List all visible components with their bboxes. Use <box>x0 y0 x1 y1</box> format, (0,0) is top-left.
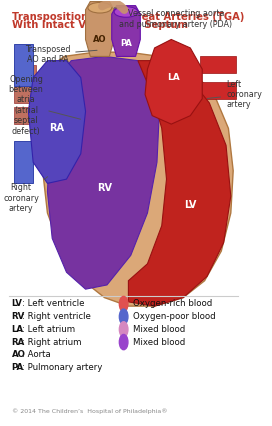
Text: RA: RA <box>12 337 25 347</box>
Polygon shape <box>14 44 33 86</box>
Circle shape <box>119 334 128 350</box>
Text: Opening
between
atria
(atrial
septal
defect): Opening between atria (atrial septal def… <box>9 75 81 135</box>
FancyArrowPatch shape <box>102 3 124 10</box>
Text: : Aorta: : Aorta <box>22 350 51 359</box>
Circle shape <box>119 309 128 324</box>
Text: : Right ventricle: : Right ventricle <box>22 312 91 321</box>
Polygon shape <box>112 6 140 56</box>
Text: LA: LA <box>167 73 180 82</box>
Text: Mixed blood: Mixed blood <box>133 325 186 334</box>
Polygon shape <box>14 86 36 103</box>
Text: RV: RV <box>12 312 25 321</box>
Text: LA: LA <box>12 325 24 334</box>
Text: LV: LV <box>12 299 23 308</box>
Text: Left
coronary
artery: Left coronary artery <box>207 80 262 109</box>
Text: With Intact Ventricular Septum: With Intact Ventricular Septum <box>12 20 188 30</box>
Text: AO: AO <box>93 35 107 44</box>
Polygon shape <box>128 60 231 306</box>
Text: PA: PA <box>12 363 24 372</box>
Text: RA: RA <box>50 124 64 133</box>
Circle shape <box>119 322 128 337</box>
Text: Oxygen-rich blood: Oxygen-rich blood <box>133 299 212 308</box>
Ellipse shape <box>88 3 112 13</box>
Text: Mixed blood: Mixed blood <box>133 337 186 347</box>
Text: Right
coronary
artery: Right coronary artery <box>3 177 48 213</box>
Text: : Left ventricle: : Left ventricle <box>22 299 85 308</box>
Polygon shape <box>200 82 236 99</box>
Text: : Left atrium: : Left atrium <box>22 325 75 334</box>
Text: PA: PA <box>120 39 132 48</box>
Circle shape <box>119 296 128 311</box>
Polygon shape <box>14 107 36 124</box>
Polygon shape <box>43 52 233 306</box>
Text: Transposed
AO and PA: Transposed AO and PA <box>25 45 97 64</box>
Text: Transposition of the Great Arteries (TGA): Transposition of the Great Arteries (TGA… <box>12 12 244 22</box>
Polygon shape <box>85 1 114 56</box>
Text: Vessel connecting aorta
and pulmonary artery (PDA): Vessel connecting aorta and pulmonary ar… <box>114 8 233 29</box>
Text: Oxygen-poor blood: Oxygen-poor blood <box>133 312 216 321</box>
Polygon shape <box>14 141 33 183</box>
Text: LV: LV <box>184 199 196 210</box>
Ellipse shape <box>114 7 138 17</box>
Polygon shape <box>145 40 202 124</box>
Polygon shape <box>47 56 159 289</box>
Text: AO: AO <box>12 350 26 359</box>
Text: : Pulmonary artery: : Pulmonary artery <box>22 363 103 372</box>
Polygon shape <box>200 56 236 73</box>
Text: RV: RV <box>97 183 112 193</box>
Text: © 2014 The Children’s  Hospital of Philadelphia®: © 2014 The Children’s Hospital of Philad… <box>12 409 167 414</box>
Polygon shape <box>14 65 36 82</box>
Polygon shape <box>28 60 85 183</box>
Text: : Right atrium: : Right atrium <box>22 337 82 347</box>
